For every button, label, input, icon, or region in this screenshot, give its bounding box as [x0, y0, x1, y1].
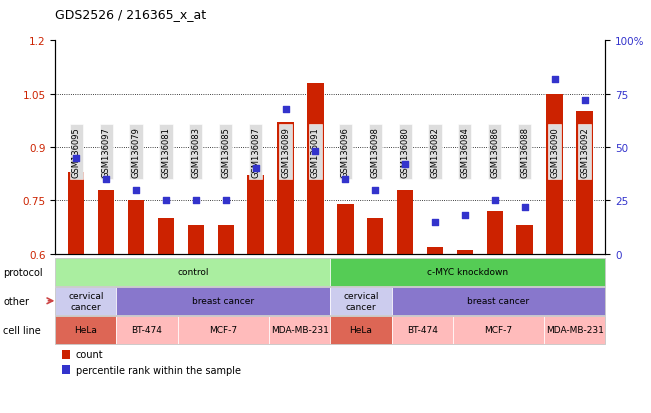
- Text: GSM136090: GSM136090: [550, 127, 559, 177]
- Point: [460, 212, 470, 219]
- Bar: [158, 218, 174, 254]
- Point: [519, 204, 530, 211]
- Text: HeLa: HeLa: [74, 325, 98, 335]
- Bar: [247, 176, 264, 254]
- Text: GDS2526 / 216365_x_at: GDS2526 / 216365_x_at: [55, 8, 206, 21]
- Text: BT-474: BT-474: [132, 325, 163, 335]
- Bar: [68, 173, 85, 254]
- Point: [400, 161, 410, 168]
- Text: percentile rank within the sample: percentile rank within the sample: [76, 365, 240, 375]
- Point: [71, 155, 81, 161]
- Text: MCF-7: MCF-7: [484, 325, 512, 335]
- Text: GSM136092: GSM136092: [580, 127, 589, 177]
- Point: [101, 176, 111, 183]
- Bar: [457, 250, 473, 254]
- Point: [221, 197, 231, 204]
- Bar: [217, 225, 234, 254]
- Text: cell line: cell line: [3, 325, 41, 335]
- Point: [490, 197, 500, 204]
- Text: GSM136079: GSM136079: [132, 127, 141, 177]
- Text: GSM136095: GSM136095: [72, 127, 81, 177]
- Text: control: control: [177, 268, 208, 277]
- Bar: [277, 123, 294, 254]
- Bar: [128, 201, 145, 254]
- Text: GSM136080: GSM136080: [400, 127, 409, 177]
- Bar: [98, 190, 115, 254]
- Text: breast cancer: breast cancer: [467, 297, 529, 306]
- Point: [430, 219, 440, 225]
- Text: cervical
cancer: cervical cancer: [68, 292, 104, 311]
- Text: HeLa: HeLa: [350, 325, 372, 335]
- Bar: [397, 190, 413, 254]
- Point: [549, 76, 560, 83]
- Text: breast cancer: breast cancer: [192, 297, 255, 306]
- Bar: [307, 84, 324, 254]
- Text: GSM136081: GSM136081: [161, 127, 171, 177]
- Bar: [187, 225, 204, 254]
- Text: GSM136084: GSM136084: [460, 127, 469, 177]
- Text: GSM136087: GSM136087: [251, 127, 260, 178]
- Text: MDA-MB-231: MDA-MB-231: [546, 325, 604, 335]
- Bar: [486, 211, 503, 254]
- Text: count: count: [76, 349, 103, 359]
- Bar: [546, 95, 563, 254]
- Text: GSM136097: GSM136097: [102, 127, 111, 177]
- Text: other: other: [3, 296, 29, 306]
- Point: [251, 166, 261, 172]
- Text: GSM136096: GSM136096: [341, 127, 350, 177]
- Text: MCF-7: MCF-7: [210, 325, 238, 335]
- Point: [370, 187, 380, 193]
- Text: GSM136085: GSM136085: [221, 127, 230, 177]
- Point: [281, 106, 291, 113]
- Point: [311, 149, 321, 155]
- Text: cervical
cancer: cervical cancer: [343, 292, 379, 311]
- Point: [131, 187, 141, 193]
- Bar: [337, 204, 353, 254]
- Text: GSM136088: GSM136088: [520, 127, 529, 178]
- Text: GSM136091: GSM136091: [311, 127, 320, 177]
- Bar: [516, 225, 533, 254]
- Text: GSM136082: GSM136082: [430, 127, 439, 177]
- Text: c-MYC knockdown: c-MYC knockdown: [427, 268, 508, 277]
- Bar: [367, 218, 383, 254]
- Point: [340, 176, 350, 183]
- Text: GSM136083: GSM136083: [191, 127, 201, 178]
- Text: protocol: protocol: [3, 267, 43, 277]
- Text: GSM136089: GSM136089: [281, 127, 290, 177]
- Bar: [576, 112, 592, 254]
- Text: BT-474: BT-474: [407, 325, 437, 335]
- Text: MDA-MB-231: MDA-MB-231: [271, 325, 329, 335]
- Point: [579, 97, 590, 104]
- Point: [161, 197, 171, 204]
- Bar: [427, 247, 443, 254]
- Text: GSM136086: GSM136086: [490, 127, 499, 178]
- Text: GSM136098: GSM136098: [370, 127, 380, 177]
- Point: [191, 197, 201, 204]
